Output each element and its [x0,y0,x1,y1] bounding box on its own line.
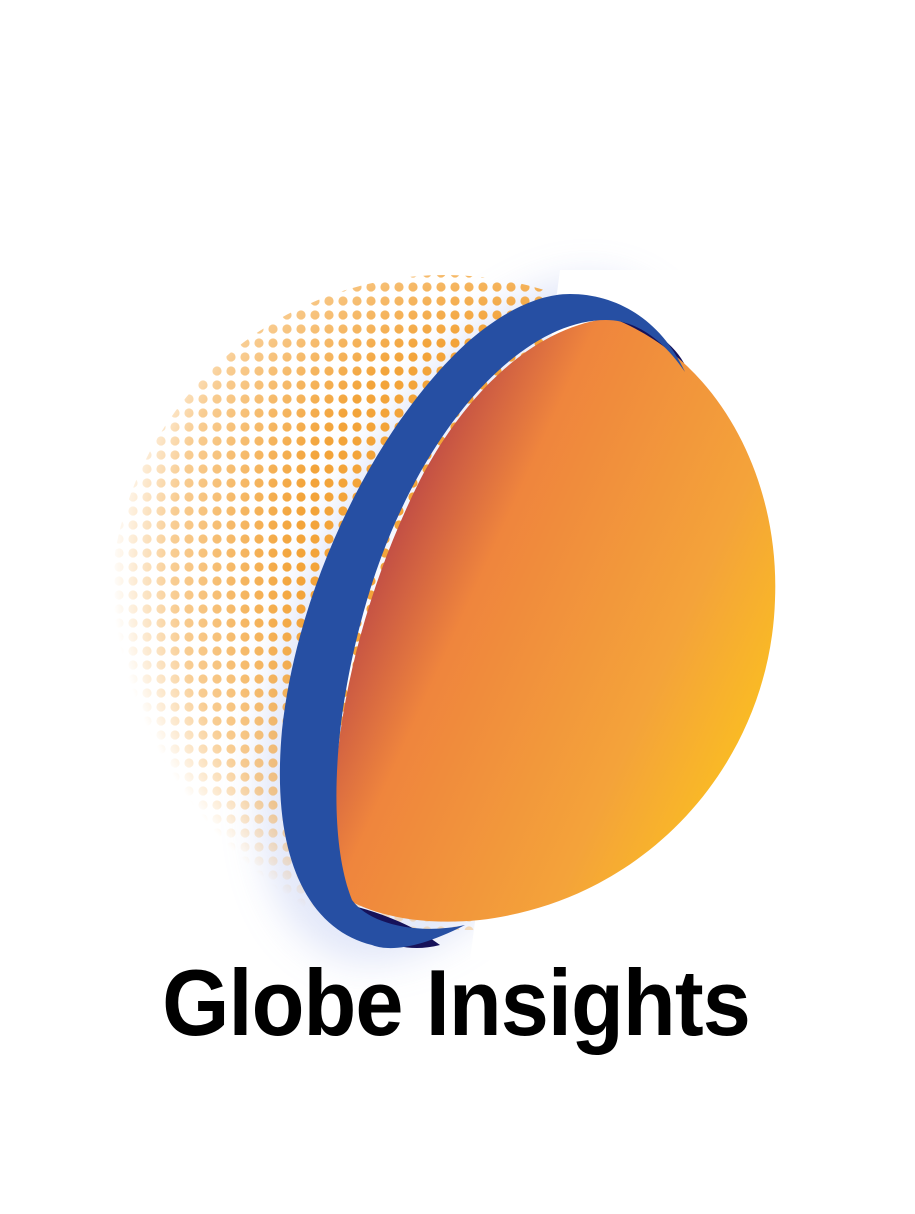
brand-name: Globe Insights [162,950,751,1055]
globe-body [333,318,776,922]
ring-front [279,294,685,949]
